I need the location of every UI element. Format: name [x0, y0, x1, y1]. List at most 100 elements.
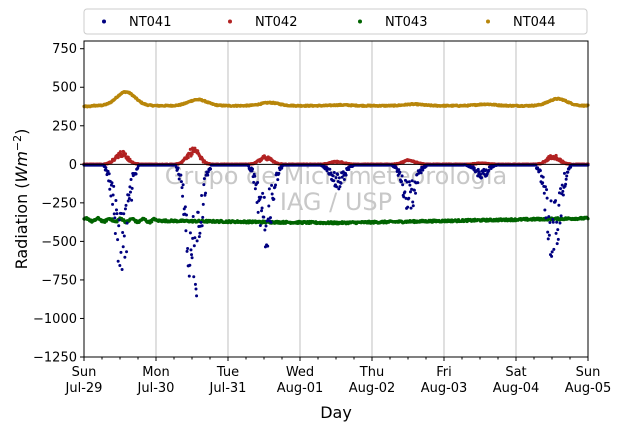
nt041-point	[342, 177, 346, 181]
x-tick-day: Sun	[72, 365, 97, 380]
nt041-point	[262, 195, 266, 199]
nt041-point	[120, 211, 124, 215]
nt041-point	[186, 246, 190, 250]
nt041-point	[400, 179, 404, 183]
nt041-point	[557, 203, 561, 207]
legend-label-nt041: NT041	[129, 15, 171, 30]
y-tick-label: 500	[52, 81, 77, 96]
nt041-point	[127, 196, 131, 200]
nt041-point	[408, 190, 412, 194]
nt041-point	[564, 177, 568, 181]
nt041-point	[538, 169, 542, 173]
x-tick-date: Aug-03	[421, 381, 468, 396]
nt042-point	[126, 155, 130, 159]
nt041-point	[347, 167, 351, 171]
y-axis: −1250 −1000 −750 −500 −250 0 250 500 750	[33, 42, 84, 366]
nt042-point	[123, 152, 128, 156]
nt041-point	[543, 185, 547, 189]
y-tick-label: −1250	[33, 351, 77, 366]
nt041-point	[262, 215, 266, 219]
legend: NT041 NT042 NT043 NT044	[83, 8, 588, 35]
nt041-point	[410, 179, 414, 183]
nt041-point	[556, 228, 560, 232]
legend-marker-nt042	[228, 19, 232, 24]
nt042-point	[554, 153, 558, 158]
y-tick-label: 0	[69, 158, 77, 173]
nt041-point	[565, 174, 569, 178]
nt041-point	[272, 197, 276, 201]
nt041-point	[201, 215, 205, 219]
nt041-point	[267, 187, 271, 191]
nt041-point	[127, 193, 131, 197]
nt041-point	[134, 172, 138, 176]
nt041-point	[561, 193, 565, 197]
nt041-point	[559, 214, 563, 218]
nt041-point	[274, 183, 278, 187]
nt041-point	[184, 213, 188, 217]
nt041-point	[400, 174, 404, 178]
nt041-point	[547, 215, 551, 219]
nt041-point	[112, 184, 116, 188]
x-tick-date: Jul-30	[137, 381, 175, 396]
nt041-point	[108, 187, 112, 191]
nt041-point	[561, 189, 565, 193]
y-tick-label: −750	[41, 273, 77, 288]
nt041-point	[546, 237, 550, 241]
nt041-point	[547, 233, 551, 237]
nt041-point	[260, 206, 264, 210]
nt041-point	[124, 203, 128, 207]
nt041-point	[106, 169, 110, 173]
nt041-point	[328, 167, 332, 171]
nt041-point	[128, 190, 132, 194]
nt041-point	[115, 212, 119, 216]
nt041-point	[113, 231, 117, 235]
nt041-point	[263, 228, 267, 232]
series-nt043	[82, 215, 590, 226]
nt041-point	[116, 238, 120, 242]
nt041-point	[546, 230, 550, 234]
nt041-point	[179, 180, 183, 184]
nt041-point	[187, 274, 191, 278]
nt041-point	[261, 191, 265, 195]
nt041-point	[188, 263, 192, 267]
nt041-point	[554, 231, 558, 235]
nt041-point	[276, 178, 280, 182]
nt041-point	[480, 176, 484, 180]
nt041-point	[183, 205, 187, 209]
nt041-point	[270, 192, 274, 196]
nt041-point	[113, 216, 117, 220]
y-tick-label: 750	[52, 42, 77, 57]
nt041-point	[339, 181, 343, 185]
nt041-point	[566, 170, 570, 174]
nt041-point	[401, 183, 405, 187]
nt041-point	[128, 185, 132, 189]
nt041-point	[121, 231, 125, 235]
nt041-point	[104, 166, 108, 170]
nt041-point	[411, 200, 415, 204]
nt041-point	[256, 181, 260, 185]
nt041-point	[344, 173, 348, 177]
nt041-point	[472, 166, 476, 170]
nt041-point	[185, 249, 189, 253]
nt041-point	[252, 180, 256, 184]
legend-label-nt042: NT042	[255, 15, 297, 30]
nt041-point	[258, 224, 262, 228]
x-tick-day: Tue	[216, 365, 239, 380]
nt041-point	[332, 171, 336, 175]
nt041-point	[199, 220, 203, 224]
nt041-point	[251, 167, 255, 171]
nt041-point	[130, 198, 134, 202]
nt041-point	[334, 176, 338, 180]
nt041-point	[202, 183, 206, 187]
series-nt042	[82, 146, 590, 167]
watermark-line-2: IAG / USP	[280, 188, 392, 216]
nt041-point	[408, 183, 412, 187]
nt041-point	[247, 164, 251, 168]
nt041-point	[403, 190, 407, 194]
nt041-point	[545, 196, 549, 200]
nt041-point	[122, 234, 126, 238]
x-tick-date: Aug-02	[349, 381, 396, 396]
nt041-point	[120, 267, 124, 271]
nt041-point	[200, 193, 204, 197]
nt041-point	[412, 188, 416, 192]
